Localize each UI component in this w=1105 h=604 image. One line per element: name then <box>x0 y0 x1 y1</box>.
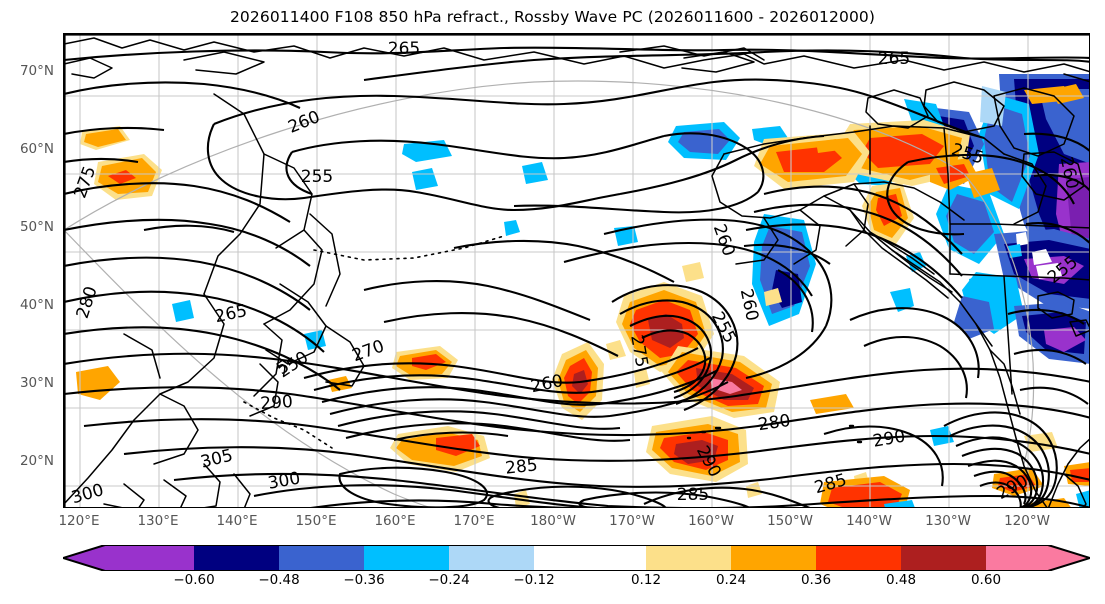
ytick-20N: 20°N <box>19 453 54 469</box>
map-axes[interactable]: 265 265 260 255 255 260 275 260 260 265 … <box>63 33 1090 508</box>
cbar-seg-2 <box>279 545 364 571</box>
svg-text:265: 265 <box>213 301 249 327</box>
cbar-seg-1 <box>194 545 279 571</box>
svg-text:265: 265 <box>878 49 910 69</box>
cbar-label-n048: −0.48 <box>258 572 300 588</box>
ytick-60N: 60°N <box>19 141 54 157</box>
xtick-120W: 120°W <box>1004 513 1050 529</box>
svg-text:270: 270 <box>350 336 387 366</box>
ytick-30N: 30°N <box>19 375 54 391</box>
cbar-label-p012: 0.12 <box>630 572 662 588</box>
cbar-seg-5 <box>534 545 646 571</box>
coastlines <box>64 37 1089 507</box>
colorbar[interactable] <box>63 545 1090 571</box>
svg-text:260: 260 <box>709 222 739 259</box>
svg-text:255: 255 <box>301 167 333 187</box>
xtick-120E: 120°E <box>58 513 100 529</box>
cbar-label-p024: 0.24 <box>715 572 747 588</box>
cbar-seg-0 <box>105 545 194 571</box>
map-canvas: 265 265 260 255 255 260 275 260 260 265 … <box>64 34 1089 508</box>
cbar-label-n024: −0.24 <box>428 572 470 588</box>
ytick-70N: 70°N <box>19 63 54 79</box>
svg-text:280: 280 <box>757 411 792 435</box>
cbar-seg-6 <box>646 545 731 571</box>
xtick-130E: 130°E <box>137 513 179 529</box>
cbar-label-n060: −0.60 <box>173 572 215 588</box>
svg-text:290: 290 <box>260 392 294 414</box>
cbar-seg-4 <box>449 545 534 571</box>
svg-text:300: 300 <box>69 480 106 508</box>
xtick-180W: 180°W <box>530 513 576 529</box>
svg-text:275: 275 <box>70 164 100 201</box>
xtick-130W: 130°W <box>925 513 971 529</box>
cbar-seg-8 <box>816 545 901 571</box>
cbar-ext-low <box>63 545 105 571</box>
cbar-seg-10 <box>986 545 1048 571</box>
svg-text:280: 280 <box>73 284 102 321</box>
xtick-150W: 150°W <box>767 513 813 529</box>
svg-text:305: 305 <box>199 446 235 473</box>
page-title: 2026011400 F108 850 hPa refract., Rossby… <box>229 8 876 26</box>
xtick-150E: 150°E <box>295 513 337 529</box>
svg-text:285: 285 <box>677 485 709 505</box>
xtick-170W: 170°W <box>609 513 655 529</box>
cbar-seg-7 <box>731 545 816 571</box>
cbar-ext-high <box>1048 545 1090 571</box>
cbar-seg-9 <box>901 545 986 571</box>
cbar-label-n012: −0.12 <box>513 572 555 588</box>
cbar-label-p048: 0.48 <box>885 572 917 588</box>
shaded-anomaly-field <box>76 74 1089 507</box>
xtick-160E: 160°E <box>374 513 416 529</box>
xtick-170E: 170°E <box>453 513 495 529</box>
xtick-140W: 140°W <box>846 513 892 529</box>
cbar-label-p036: 0.36 <box>800 572 832 588</box>
cbar-seg-3 <box>364 545 449 571</box>
colorbar-swatches <box>63 545 1090 571</box>
svg-text:275: 275 <box>626 333 651 368</box>
ytick-40N: 40°N <box>19 297 54 313</box>
svg-text:285: 285 <box>504 455 538 478</box>
xtick-140E: 140°E <box>216 513 258 529</box>
cbar-label-n036: −0.36 <box>343 572 385 588</box>
xtick-160W: 160°W <box>688 513 734 529</box>
svg-text:290: 290 <box>871 426 906 451</box>
svg-text:265: 265 <box>388 39 420 59</box>
ytick-50N: 50°N <box>19 219 54 235</box>
cbar-label-p060: 0.60 <box>970 572 1002 588</box>
refractive-index-contours <box>64 46 1089 507</box>
great-circle-arc <box>64 80 1035 507</box>
